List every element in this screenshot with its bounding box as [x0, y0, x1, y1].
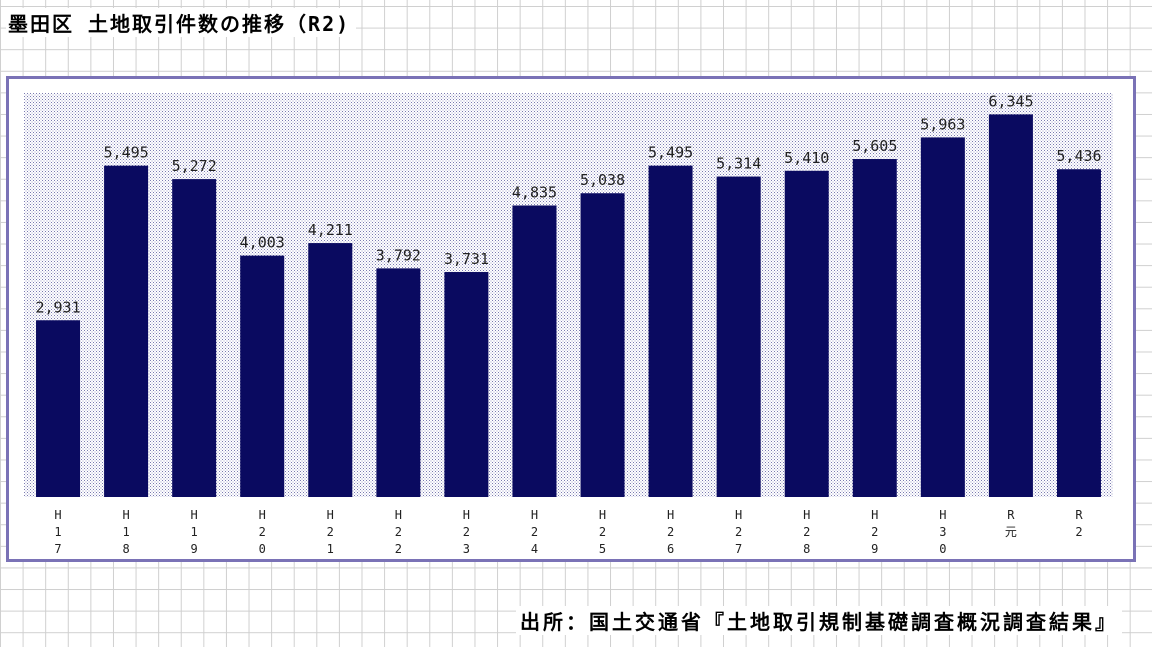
bar-R元: [988, 114, 1033, 497]
x-tick-label-H19: 9: [191, 542, 198, 556]
bar-H20: [240, 255, 285, 497]
bar-H18: [104, 165, 149, 497]
value-label-H26: 5,495: [648, 144, 693, 162]
x-tick-label-H29: H: [871, 508, 878, 522]
value-label-H22: 3,792: [376, 246, 421, 264]
x-tick-label-H21: H: [327, 508, 334, 522]
bar-H30: [920, 137, 965, 497]
x-tick-label-H28: 8: [803, 542, 810, 556]
x-tick-label-H17: H: [54, 508, 61, 522]
x-tick-label-H29: 2: [871, 525, 878, 539]
x-tick-label-H22: H: [395, 508, 402, 522]
bar-H21: [308, 243, 353, 497]
bar-H29: [852, 159, 897, 498]
bar-H26: [648, 165, 693, 497]
value-label-H17: 2,931: [35, 298, 80, 316]
value-label-H20: 4,003: [240, 234, 285, 252]
bar-H25: [580, 193, 625, 497]
bar-H22: [376, 268, 421, 497]
bar-H28: [784, 170, 829, 497]
bar-H19: [172, 179, 217, 497]
x-tick-label-H30: 0: [939, 542, 946, 556]
x-tick-label-H23: H: [463, 508, 470, 522]
value-label-H23: 3,731: [444, 250, 489, 268]
x-tick-label-H27: H: [735, 508, 742, 522]
x-tick-label-H26: 6: [667, 542, 674, 556]
x-tick-label-H18: H: [122, 508, 129, 522]
x-tick-label-H30: H: [939, 508, 946, 522]
x-tick-label-H25: 5: [599, 542, 606, 556]
x-tick-label-H28: H: [803, 508, 810, 522]
bar-H23: [444, 272, 489, 497]
value-label-H29: 5,605: [852, 137, 897, 155]
value-label-H18: 5,495: [104, 144, 149, 162]
x-tick-label-H26: H: [667, 508, 674, 522]
value-label-H30: 5,963: [920, 115, 965, 133]
x-tick-label-H19: H: [191, 508, 198, 522]
x-tick-label-H29: 9: [871, 542, 878, 556]
x-tick-label-H24: H: [531, 508, 538, 522]
x-tick-label-H20: 0: [259, 542, 266, 556]
value-label-H21: 4,211: [308, 221, 353, 239]
x-tick-label-H28: 2: [803, 525, 810, 539]
bar-R2: [1056, 169, 1101, 497]
x-tick-label-H27: 7: [735, 542, 742, 556]
x-tick-label-R2: R: [1075, 508, 1083, 522]
bar-H27: [716, 176, 761, 497]
x-tick-label-H27: 2: [735, 525, 742, 539]
x-tick-label-H17: 1: [54, 525, 61, 539]
value-label-H25: 5,038: [580, 171, 625, 189]
x-tick-label-H18: 8: [122, 542, 129, 556]
x-tick-label-H30: 3: [939, 525, 946, 539]
x-tick-label-H23: 3: [463, 542, 470, 556]
value-label-R2: 5,436: [1056, 147, 1101, 165]
x-tick-label-R元: 元: [1005, 525, 1017, 539]
value-label-H28: 5,410: [784, 149, 829, 167]
x-tick-label-H20: H: [259, 508, 266, 522]
x-tick-label-H18: 1: [122, 525, 129, 539]
page-title: 墨田区 土地取引件数の推移（R2): [6, 8, 357, 37]
x-tick-label-H24: 4: [531, 542, 538, 556]
x-tick-label-H17: 7: [54, 542, 61, 556]
x-tick-label-H22: 2: [395, 542, 402, 556]
x-tick-label-H21: 2: [327, 525, 334, 539]
x-tick-label-H25: H: [599, 508, 606, 522]
bar-H24: [512, 205, 557, 497]
x-tick-label-H24: 2: [531, 525, 538, 539]
x-tick-label-H19: 1: [191, 525, 198, 539]
value-label-H27: 5,314: [716, 155, 761, 173]
x-tick-label-H22: 2: [395, 525, 402, 539]
bar-series: 2,931 H 1 7 5,495 H 1 8 5,272 H 1 9 4,003 H 2 0 4,211 H 2 1…: [35, 92, 1101, 556]
source-note: 出所：国土交通省『土地取引規制基礎調査概況調査結果』: [516, 606, 1122, 635]
x-tick-label-H26: 2: [667, 525, 674, 539]
value-label-H19: 5,272: [172, 157, 217, 175]
bar-H17: [36, 320, 81, 497]
value-label-H24: 4,835: [512, 183, 557, 201]
x-tick-label-R2: 2: [1075, 525, 1082, 539]
x-tick-label-H25: 2: [599, 525, 606, 539]
x-tick-label-H20: 2: [259, 525, 266, 539]
x-tick-label-R元: R: [1007, 508, 1015, 522]
x-tick-label-H21: 1: [327, 542, 334, 556]
x-tick-label-H23: 2: [463, 525, 470, 539]
value-label-R元: 6,345: [988, 92, 1033, 110]
